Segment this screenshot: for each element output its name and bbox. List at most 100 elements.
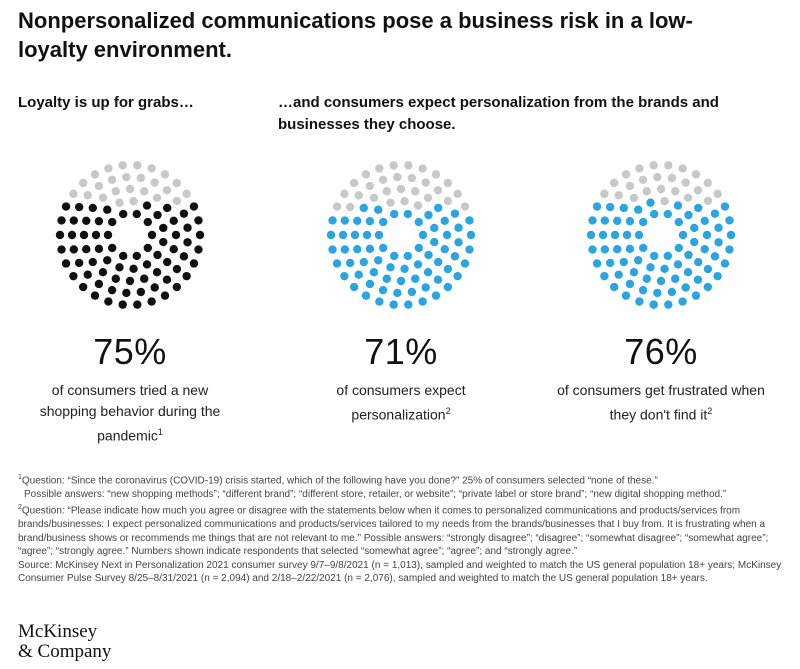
filled-dot xyxy=(78,282,88,292)
filled-dot xyxy=(720,259,730,268)
filled-dot xyxy=(418,297,427,306)
filled-dot xyxy=(671,274,680,283)
filled-dot xyxy=(678,297,687,306)
empty-dot xyxy=(129,196,138,206)
empty-dot xyxy=(382,187,391,196)
filled-dot xyxy=(136,287,146,297)
empty-dot xyxy=(625,181,635,191)
empty-dot xyxy=(349,178,359,188)
empty-dot xyxy=(389,161,398,170)
filled-dot xyxy=(424,210,433,220)
empty-dot xyxy=(407,173,417,183)
filled-dot xyxy=(390,251,399,261)
filled-dot xyxy=(440,245,449,254)
filled-dot xyxy=(434,257,443,267)
dot-chart-2 xyxy=(326,161,476,309)
empty-dot xyxy=(642,187,651,196)
filled-dot xyxy=(418,230,428,240)
filled-dot xyxy=(353,216,362,225)
filled-dot xyxy=(361,291,371,300)
empty-dot xyxy=(104,164,113,173)
empty-dot xyxy=(703,178,713,188)
empty-dot xyxy=(90,170,100,179)
filled-dot xyxy=(359,203,368,213)
filled-dot xyxy=(374,256,383,265)
filled-dot xyxy=(90,291,100,300)
empty-dot xyxy=(111,187,120,196)
filled-dot xyxy=(605,202,615,212)
empty-dot xyxy=(653,172,662,182)
filled-dot xyxy=(169,216,178,225)
filled-dot xyxy=(365,216,375,226)
empty-dot xyxy=(160,170,170,179)
filled-dot xyxy=(660,264,669,274)
filled-dot xyxy=(118,300,127,309)
filled-dot xyxy=(694,203,703,213)
filled-dot xyxy=(421,283,430,292)
empty-dot xyxy=(150,178,159,187)
filled-dot xyxy=(132,251,141,261)
filled-dot xyxy=(119,209,128,219)
filled-dot xyxy=(694,257,703,267)
empty-dot xyxy=(609,178,619,188)
filled-dot xyxy=(642,274,651,283)
empty-dot xyxy=(375,164,384,173)
empty-dot xyxy=(152,193,162,202)
empty-dot xyxy=(683,193,693,202)
empty-dot xyxy=(681,178,690,187)
value-label-1: 75% xyxy=(93,331,167,372)
empty-dot xyxy=(400,196,409,206)
filled-dot xyxy=(663,251,672,261)
filled-dot xyxy=(713,271,722,281)
empty-dot xyxy=(172,178,182,188)
filled-dot xyxy=(61,202,71,211)
empty-dot xyxy=(443,178,453,188)
filled-dot xyxy=(650,209,659,219)
empty-dot xyxy=(162,186,172,195)
filled-dot xyxy=(55,230,65,240)
filled-dot xyxy=(94,279,104,289)
filled-dot xyxy=(720,202,730,211)
filled-dot xyxy=(690,223,699,233)
filled-dot xyxy=(379,217,388,227)
filled-dot xyxy=(430,237,439,247)
mckinsey-logo: McKinsey & Company xyxy=(18,622,111,662)
filled-dot xyxy=(619,203,628,213)
filled-dot xyxy=(57,245,66,254)
filled-dot xyxy=(403,209,412,219)
filled-dot xyxy=(79,230,89,240)
filled-dot xyxy=(674,243,683,253)
empty-dot xyxy=(172,196,182,206)
filled-dot xyxy=(588,245,597,254)
filled-dot xyxy=(691,291,701,300)
filled-dot xyxy=(74,202,84,212)
filled-dot xyxy=(143,217,152,227)
footnote-1: 1Question: “Since the coronavirus (COVID… xyxy=(18,471,788,501)
filled-dot xyxy=(400,264,409,274)
filled-dot xyxy=(67,230,77,240)
filled-dot xyxy=(700,216,709,225)
filled-dot xyxy=(726,230,736,240)
filled-dot xyxy=(454,223,463,232)
filled-dot xyxy=(365,244,375,254)
empty-dot xyxy=(147,164,156,173)
logo-line-1: McKinsey xyxy=(18,621,98,642)
logo-line-2: & Company xyxy=(18,641,112,662)
empty-dot xyxy=(423,193,433,202)
filled-dot xyxy=(681,283,690,292)
filled-dot xyxy=(107,285,117,295)
filled-dot xyxy=(710,209,720,218)
filled-dot xyxy=(693,275,703,284)
filled-dot xyxy=(142,201,152,210)
filled-dot xyxy=(115,263,124,272)
footnote-ref-1: 1 xyxy=(157,427,163,437)
filled-dot xyxy=(639,217,648,227)
filled-dot xyxy=(656,276,666,286)
filled-dot xyxy=(634,256,643,265)
empty-dot xyxy=(418,164,427,173)
empty-dot xyxy=(453,189,462,199)
chart-panel-3: 76% of consumers get frustrated when the… xyxy=(556,160,766,426)
filled-dot xyxy=(328,216,337,225)
filled-dot xyxy=(443,282,453,292)
filled-dot xyxy=(57,216,66,225)
